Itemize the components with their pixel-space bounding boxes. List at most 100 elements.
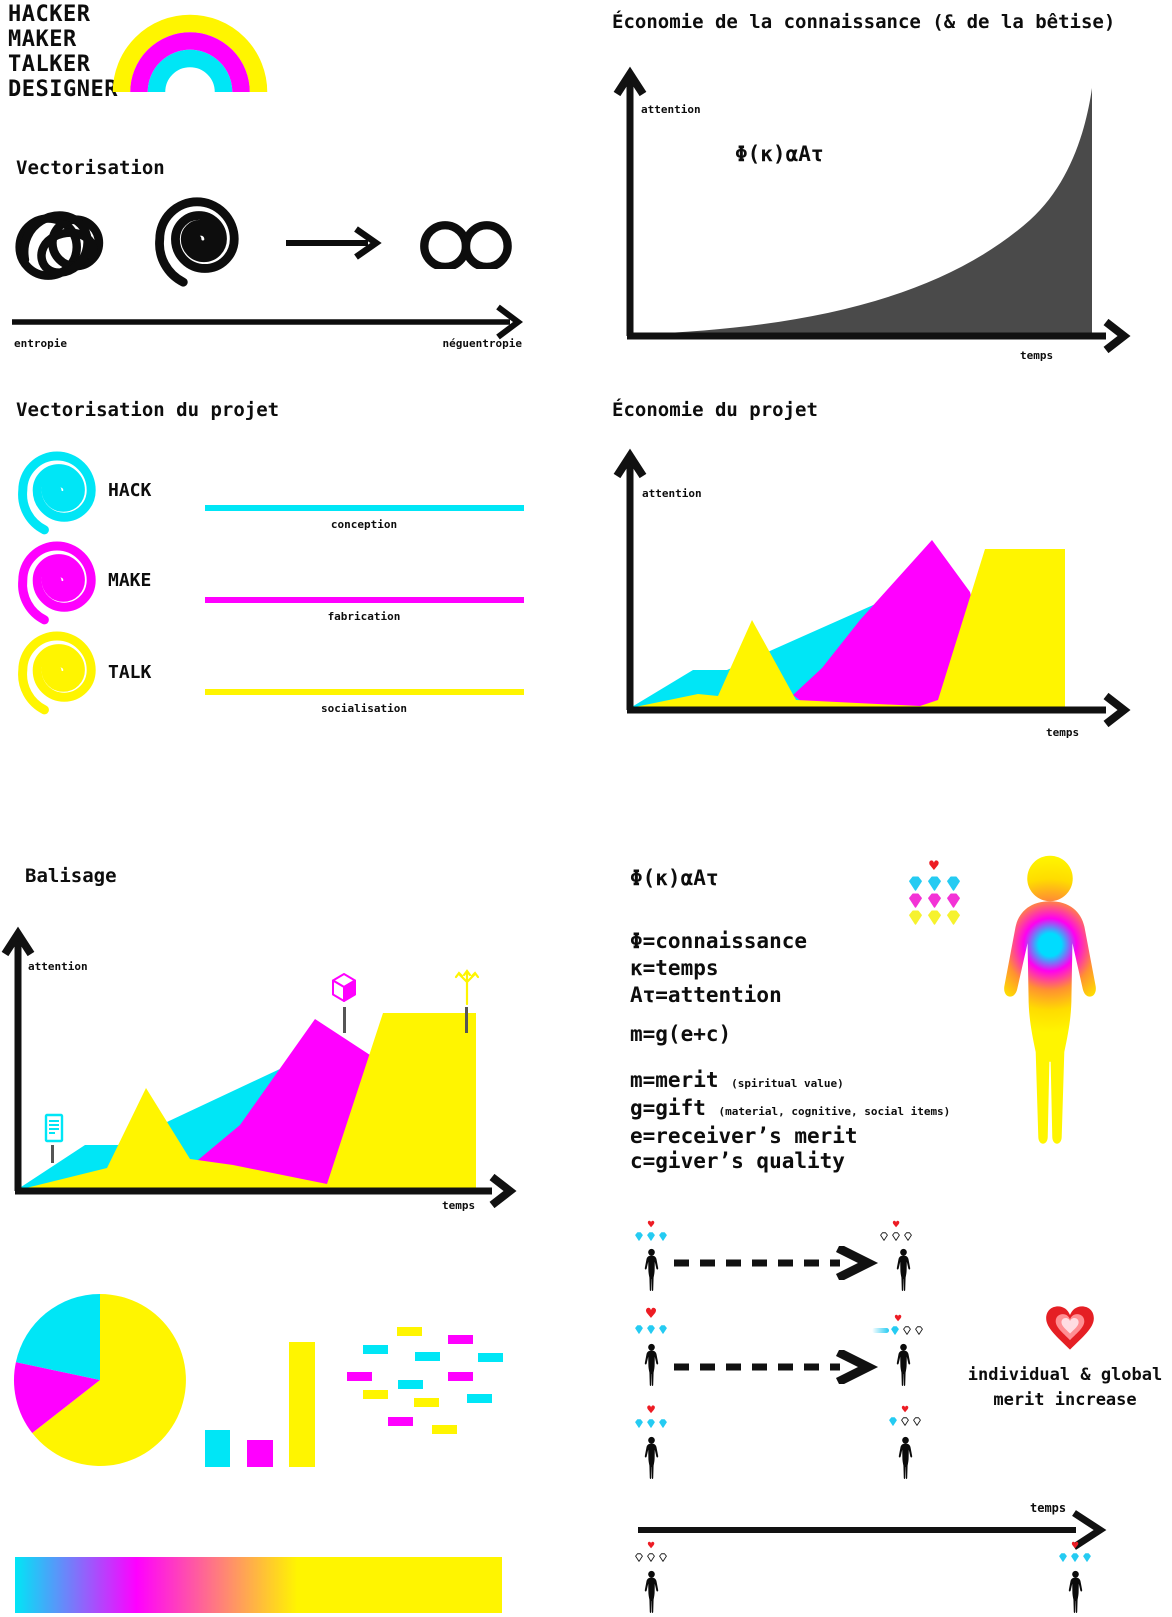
confetti-rect [398,1380,423,1389]
scribble-icon [15,211,104,280]
formula-legend-phi: Φ=connaissance [630,929,808,953]
transform-arrow-icon [286,226,382,260]
project-vectorisation-title: Vectorisation du projet [16,399,280,421]
balisage-ylabel: attention [28,960,88,973]
pie-slice-talk [32,1294,186,1466]
knowledge-ylabel: attention [641,103,701,116]
gem-cyan-icon [1059,1553,1067,1562]
person-figure-giver-row3 [642,1432,661,1484]
gem-cyan-icon [659,1232,667,1241]
confetti-rect [478,1353,503,1362]
gem-row [634,1419,668,1428]
balisage-title: Balisage [25,865,117,887]
spiral-icon [155,197,239,287]
confetti-rect [432,1425,457,1434]
def-merit: m=merit [630,1068,719,1092]
person-figure-timeline-left [642,1566,661,1617]
vectorisation-title: Vectorisation [16,157,165,179]
confetti-rect [415,1352,440,1361]
person-figure-receiver-row1 [894,1244,913,1296]
role-maker: MAKER [8,27,77,52]
neguentropie-label: néguentropie [442,337,522,350]
gem-outline-icon [901,1417,909,1426]
pe-ylabel: attention [642,487,702,500]
balisage-chart [1,926,517,1209]
balisage-talk-area [18,1013,476,1190]
activity-bar-talk [289,1342,315,1467]
timeline-temps-label: temps [1030,1501,1067,1515]
gem-cyan-icon [635,1419,643,1428]
socialisation-label: socialisation [320,702,408,715]
gem-yellow-icon [908,910,922,925]
gem-row [1058,1553,1092,1562]
merit-cluster-giver-row1: ♥ [591,1219,711,1241]
cube-icon [332,973,356,1002]
gem-cyan-icon [635,1232,643,1241]
cmy-gradient-bar [15,1557,502,1613]
project-economy-title: Économie du projet [612,399,818,421]
knowledge-formula: Φ(κ)αΑτ [735,142,824,166]
heart-icon: ♥ [645,1304,657,1324]
hack-line [205,505,524,511]
project-economy-chart [613,448,1131,728]
aura-person-figure [1004,855,1096,1144]
knowledge-curve-area [642,88,1092,334]
confetti-rect [397,1327,422,1336]
gem-outline-icon [915,1326,923,1335]
merit-cluster-giver-row2: ♥ [591,1306,711,1334]
conception-label: conception [330,518,398,531]
balisage-axes [1,926,517,1209]
tree-marker-stem [465,1007,468,1033]
gem-cyan-icon [908,876,922,891]
formula-legend-attention: Ατ=attention [630,983,782,1007]
gem-outline-icon [659,1553,667,1562]
gem-outline-icon [880,1232,888,1241]
gift-arrow-row1 [674,1246,879,1280]
confetti-rect [414,1398,439,1407]
merit-cluster-timeline-left: ♥ [591,1540,711,1562]
roles-list: HACKER MAKER TALKER DESIGNER [8,2,118,102]
heart-icon: ♥ [647,1218,655,1231]
person-figure-receiver-row2 [894,1339,913,1391]
spiral-hack-icon [18,451,96,535]
formula-legend: Φ=connaissance κ=temps Ατ=attention [630,928,807,1009]
person-figure-giver-row2 [642,1339,661,1391]
entropy-axis-arrow [12,304,523,340]
big-heart-icon [1046,1306,1094,1350]
formula-main: Φ(κ)αΑτ [630,866,719,890]
heart-icon: ♥ [892,1218,900,1231]
talk-line [205,689,524,695]
gem-cyan-icon [889,1417,897,1426]
gem-cyan-icon [635,1325,643,1334]
gem-row [872,1326,924,1335]
role-designer: DESIGNER [8,77,118,102]
gem-row [634,1553,668,1562]
pe-talk-area [630,549,1065,708]
gem-magenta-icon [908,893,922,908]
confetti-rect [363,1345,388,1354]
gem-outline-icon [635,1553,643,1562]
person-figure-giver-row1 [642,1244,661,1296]
gem-row [907,893,962,908]
def-merit-note: (spiritual value) [731,1077,844,1090]
merit-caption-line1: individual & global [967,1365,1163,1385]
merit-cluster-receiver-row3: ♥ [845,1404,965,1426]
rainbow-icon [112,14,268,93]
merit-formula: m=g(e+c) [630,1022,732,1046]
pie-slice-hack [15,1294,100,1380]
knowledge-economy-title: Économie de la connaissance (& de la bêt… [612,11,1116,33]
person-figure-timeline-right [1066,1566,1085,1617]
confetti-rect [448,1372,473,1381]
gem-streak-icon [872,1328,889,1333]
confetti-rect [467,1394,492,1403]
def-gift: g=gift [630,1096,706,1120]
entropie-label: entropie [14,337,67,350]
gem-cyan-icon [647,1232,655,1241]
make-line [205,597,524,603]
gem-row [907,876,962,891]
gem-row [879,1232,913,1241]
tree-icon [454,969,480,1006]
confetti-rect [347,1372,372,1381]
gem-row [634,1232,668,1241]
heart-icon: ♥ [929,856,939,875]
